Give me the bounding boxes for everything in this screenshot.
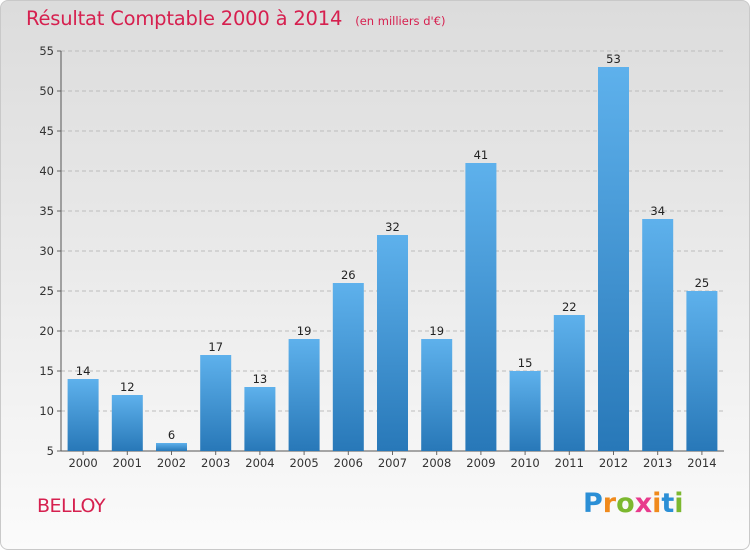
y-tick-label: 25 [39, 284, 54, 298]
bar-2009 [465, 163, 497, 451]
y-tick-label: 5 [47, 444, 54, 458]
bar-2001 [111, 395, 143, 451]
bar-2012 [598, 67, 629, 451]
bar-value-label: 41 [474, 148, 489, 162]
proxiti-logo: Proxiti [583, 488, 684, 519]
x-tick-label: 2013 [643, 456, 672, 470]
x-tick-label: 2007 [378, 456, 407, 470]
y-tick-label: 10 [39, 404, 54, 418]
logo-letter: t [661, 488, 675, 519]
bar-2010 [509, 371, 541, 451]
bar-2005 [288, 339, 320, 451]
x-tick-label: 2002 [157, 456, 186, 470]
x-tick-label: 2011 [555, 456, 584, 470]
y-tick-label: 35 [39, 204, 54, 218]
bar-2004 [244, 387, 276, 451]
bar-2007 [377, 235, 408, 451]
x-tick-label: 2006 [334, 456, 363, 470]
bar-2003 [200, 355, 232, 451]
bar-2002 [156, 443, 187, 451]
bar-value-label: 15 [518, 356, 533, 370]
y-tick-label: 20 [39, 324, 54, 338]
bar-value-label: 13 [253, 372, 268, 386]
bar-2013 [642, 219, 674, 451]
bar-value-label: 19 [429, 324, 444, 338]
x-tick-label: 2003 [201, 456, 230, 470]
y-tick-label: 50 [39, 84, 54, 98]
y-tick-label: 15 [39, 364, 54, 378]
bar-2000 [67, 379, 99, 451]
commune-name: BELLOY [37, 495, 106, 517]
x-tick-label: 2014 [687, 456, 716, 470]
logo-letter: r [602, 488, 617, 519]
y-tick-label: 40 [39, 164, 54, 178]
bar-value-label: 26 [341, 268, 356, 282]
x-tick-label: 2000 [68, 456, 97, 470]
y-tick-label: 30 [39, 244, 54, 258]
bar-2011 [553, 315, 585, 451]
bar-value-label: 14 [76, 364, 91, 378]
bar-2006 [332, 283, 364, 451]
bar-value-label: 22 [562, 300, 577, 314]
x-tick-label: 2008 [422, 456, 451, 470]
logo-letter: i [652, 488, 662, 519]
x-tick-label: 2001 [113, 456, 142, 470]
labels: 5 10 15 20 25 30 35 40 45 50 55 14 2000 12 2001 6 2002 17… [39, 44, 716, 470]
x-tick-label: 2010 [510, 456, 539, 470]
chart-subtitle: (en milliers d'€) [355, 14, 446, 28]
x-tick-label: 2005 [289, 456, 318, 470]
y-tick-label: 45 [39, 124, 54, 138]
x-tick-label: 2009 [466, 456, 495, 470]
bar-value-label: 53 [606, 52, 621, 66]
bar-value-label: 32 [385, 220, 400, 234]
logo-letter: o [616, 488, 635, 519]
x-tick-label: 2004 [245, 456, 274, 470]
bar-2014 [686, 291, 718, 451]
bar-2008 [421, 339, 453, 451]
bar-value-label: 19 [297, 324, 312, 338]
chart-header: Résultat Comptable 2000 à 2014 (en milli… [26, 7, 445, 30]
x-tick-label: 2012 [599, 456, 628, 470]
logo-letter: P [583, 488, 603, 519]
bar-value-label: 25 [695, 276, 710, 290]
bars [67, 67, 718, 451]
logo-letter: x [634, 488, 653, 519]
bar-value-label: 12 [120, 380, 135, 394]
bar-value-label: 6 [168, 428, 175, 442]
y-tick-label: 55 [39, 44, 54, 58]
bar-value-label: 17 [208, 340, 223, 354]
chart-title: Résultat Comptable 2000 à 2014 [26, 7, 343, 30]
logo-letter: i [674, 488, 684, 519]
bar-value-label: 34 [650, 204, 665, 218]
